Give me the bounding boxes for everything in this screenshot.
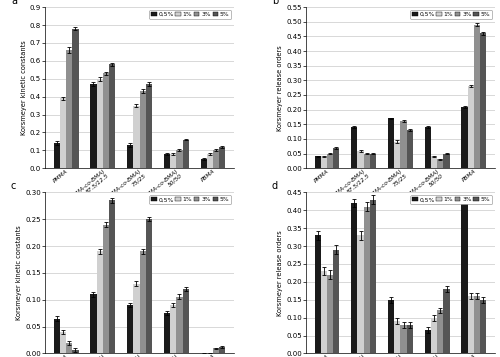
Bar [200,159,207,168]
Bar [333,148,340,168]
Bar [364,207,370,353]
Text: c: c [11,181,16,191]
Legend: 0,5%, 1%, 3%, 5%: 0,5%, 1%, 3%, 5% [410,10,492,19]
Bar [370,200,376,353]
Bar [146,84,152,168]
Bar [364,154,370,168]
Bar [321,271,327,353]
Bar [333,250,340,353]
Bar [462,107,468,168]
Text: b: b [272,0,278,5]
Bar [207,154,213,168]
Bar [176,297,182,353]
Bar [321,156,327,168]
Bar [351,127,358,168]
Bar [109,200,116,353]
Bar [431,156,437,168]
Bar [103,225,109,353]
Bar [314,156,321,168]
Bar [388,119,394,168]
Bar [103,73,109,168]
Legend: 0,5%, 1%, 3%, 5%: 0,5%, 1%, 3%, 5% [150,195,231,204]
Bar [444,289,450,353]
Bar [314,235,321,353]
Bar [140,251,146,353]
Bar [431,318,437,353]
Bar [327,154,333,168]
Bar [54,143,60,168]
Bar [170,305,176,353]
Bar [66,343,72,353]
Text: d: d [272,181,278,191]
Bar [437,311,444,353]
Y-axis label: Korsmeyer kinetic constants: Korsmeyer kinetic constants [16,226,22,320]
Bar [90,84,96,168]
Bar [468,86,474,168]
Bar [164,154,170,168]
Bar [213,150,219,168]
Bar [60,332,66,353]
Bar [462,200,468,353]
Bar [474,25,480,168]
Bar [388,300,394,353]
Y-axis label: Korsmeyer release orders: Korsmeyer release orders [277,230,283,316]
Bar [424,330,431,353]
Bar [394,142,400,168]
Bar [146,219,152,353]
Bar [358,151,364,168]
Bar [109,64,116,168]
Y-axis label: Korsmeyer release orders: Korsmeyer release orders [277,45,283,131]
Text: a: a [11,0,17,5]
Bar [60,99,66,168]
Bar [468,296,474,353]
Bar [54,318,60,353]
Bar [164,313,170,353]
Bar [444,154,450,168]
Bar [219,147,226,168]
Bar [400,325,406,353]
Bar [140,91,146,168]
Bar [72,350,78,353]
Bar [66,50,72,168]
Bar [406,130,413,168]
Bar [358,235,364,353]
Bar [182,140,189,168]
Bar [127,145,134,168]
Bar [351,203,358,353]
Bar [90,295,96,353]
Bar [394,321,400,353]
Bar [327,275,333,353]
Bar [213,348,219,353]
Bar [219,347,226,353]
Bar [424,127,431,168]
Bar [474,296,480,353]
Y-axis label: Korsmeyer kinetic constants: Korsmeyer kinetic constants [21,40,27,135]
Bar [72,29,78,168]
Legend: 0,5%, 1%, 3%, 5%: 0,5%, 1%, 3%, 5% [150,10,231,19]
Bar [480,34,486,168]
Bar [96,79,103,168]
Bar [182,289,189,353]
Bar [370,154,376,168]
Bar [437,160,444,168]
Bar [176,150,182,168]
Bar [406,325,413,353]
Bar [127,305,134,353]
Legend: 0,5%, 1%, 3%, 5%: 0,5%, 1%, 3%, 5% [410,195,492,204]
Bar [400,121,406,168]
Bar [96,251,103,353]
Bar [134,283,140,353]
Bar [170,154,176,168]
Bar [134,106,140,168]
Bar [480,300,486,353]
